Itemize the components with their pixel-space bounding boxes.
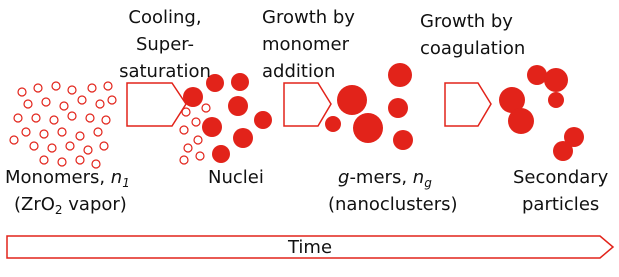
stage-label: (nanoclusters) <box>328 194 458 215</box>
monomer <box>50 116 58 124</box>
step-label: Cooling, <box>128 7 201 28</box>
label-run: g <box>338 167 349 188</box>
particle <box>527 65 547 85</box>
monomer <box>84 146 92 154</box>
stage-label: g-mers, ng <box>338 167 432 190</box>
monomer <box>182 108 190 116</box>
monomer <box>100 142 108 150</box>
monomer <box>52 82 60 90</box>
monomer <box>192 118 200 126</box>
step-label: coagulation <box>420 38 525 59</box>
label-run: particles <box>522 194 599 215</box>
monomer <box>88 84 96 92</box>
particle <box>388 63 412 87</box>
label-run: (nanoclusters) <box>328 194 458 215</box>
particle <box>325 116 341 132</box>
particle <box>544 68 568 92</box>
label-run: Secondary <box>513 167 609 188</box>
monomer <box>60 102 68 110</box>
monomer <box>68 86 76 94</box>
monomer <box>48 144 56 152</box>
monomer <box>96 100 104 108</box>
monomer <box>86 114 94 122</box>
monomer <box>202 104 210 112</box>
step-label: Growth by <box>262 7 355 28</box>
stage-label: Secondary <box>513 167 609 188</box>
time-label: Time <box>287 237 332 258</box>
monomer <box>180 126 188 134</box>
monomer <box>58 158 66 166</box>
step-arrow <box>127 83 186 126</box>
particle <box>231 73 249 91</box>
label-run: -mers, <box>349 167 412 188</box>
label-run: (ZrO <box>14 194 55 215</box>
step-arrow <box>445 83 491 126</box>
monomer <box>102 116 110 124</box>
stage-label: Nuclei <box>208 167 264 188</box>
monomer <box>42 98 50 106</box>
monomer <box>194 136 202 144</box>
monomer <box>108 96 116 104</box>
monomer <box>10 136 18 144</box>
particle <box>183 87 203 107</box>
step-label: addition <box>262 61 335 82</box>
particle <box>388 98 408 118</box>
particle <box>548 92 564 108</box>
step-label: saturation <box>119 61 211 82</box>
monomer <box>30 142 38 150</box>
monomer <box>14 114 22 122</box>
monomer <box>104 82 112 90</box>
monomer <box>76 156 84 164</box>
monomer <box>184 144 192 152</box>
monomer <box>34 84 42 92</box>
particle <box>353 113 383 143</box>
label-run: Monomers, <box>5 167 111 188</box>
monomer <box>22 128 30 136</box>
step-label: Super- <box>136 34 194 55</box>
label-run: n <box>111 167 122 188</box>
step-arrow <box>284 83 331 126</box>
monomer <box>40 130 48 138</box>
particle <box>228 96 248 116</box>
monomer <box>68 112 76 120</box>
particle <box>202 117 222 137</box>
label-run: vapor) <box>63 194 127 215</box>
monomer <box>196 152 204 160</box>
monomer <box>32 114 40 122</box>
particle <box>393 130 413 150</box>
monomer <box>180 156 188 164</box>
label-run: n <box>413 167 424 188</box>
stage-label: Monomers, n1 <box>5 167 130 190</box>
particle <box>508 108 534 134</box>
monomer <box>40 156 48 164</box>
particle <box>337 85 367 115</box>
particle <box>254 111 272 129</box>
label-run: 2 <box>55 203 63 217</box>
step-label: Growth by <box>420 11 513 32</box>
monomer <box>18 88 26 96</box>
step-label: monomer <box>262 34 350 55</box>
monomer <box>78 96 86 104</box>
particle <box>212 145 230 163</box>
particle <box>233 128 253 148</box>
monomer <box>66 142 74 150</box>
label-run: 1 <box>122 176 130 190</box>
diagram: Time Cooling, Super-saturation Growth by mo… <box>0 0 619 273</box>
monomer <box>58 128 66 136</box>
stage-label: particles <box>522 194 599 215</box>
monomer <box>24 100 32 108</box>
stage-label: (ZrO2 vapor) <box>14 194 127 217</box>
label-run: Nuclei <box>208 167 264 188</box>
particle <box>553 141 573 161</box>
monomer <box>94 128 102 136</box>
label-run: g <box>424 176 432 190</box>
monomer <box>76 132 84 140</box>
